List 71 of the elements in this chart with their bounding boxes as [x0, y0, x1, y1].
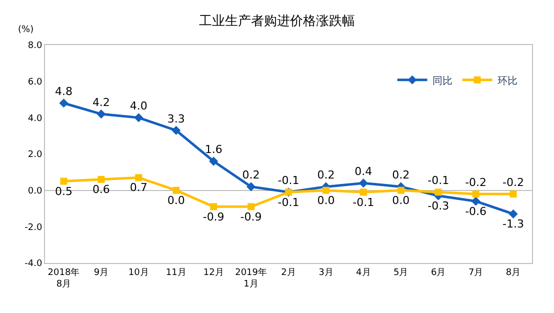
- data-label: -0.1: [278, 196, 300, 209]
- x-tick-label: 5月: [394, 268, 408, 278]
- point: [98, 176, 105, 183]
- x-tick-label: 8月: [506, 268, 521, 278]
- chart-title: 工业生产者购进价格涨跌幅: [199, 14, 355, 29]
- y-axis-title: (%): [18, 25, 34, 35]
- x-tick-label: 12月: [203, 268, 224, 278]
- data-label: -0.6: [465, 204, 487, 218]
- x-tick-label: 2月: [281, 268, 296, 278]
- data-label: 0.4: [354, 164, 372, 178]
- point: [60, 178, 68, 185]
- data-label: -1.3: [502, 218, 524, 231]
- point: [135, 174, 142, 182]
- point: [510, 190, 517, 198]
- point: [472, 190, 480, 198]
- data-label: 0.0: [317, 194, 335, 207]
- data-label: -0.9: [202, 210, 224, 224]
- x-tick-label: 9月: [94, 268, 109, 278]
- y-tick-label: -2.0: [24, 222, 42, 233]
- point: [508, 209, 518, 218]
- point: [96, 109, 106, 119]
- x-tick-label: 2018年 8月: [48, 266, 80, 290]
- point: [248, 203, 255, 210]
- point: [172, 186, 180, 194]
- data-label: 4.2: [92, 96, 110, 109]
- y-tick-label: 4.0: [28, 114, 42, 124]
- x-tick-label: 6月: [430, 268, 446, 278]
- data-label: -0.2: [465, 176, 487, 189]
- data-label: 4.0: [130, 100, 148, 113]
- x-tick-label: 2019年 1月: [235, 266, 267, 290]
- data-label: 0.7: [130, 181, 148, 194]
- point: [210, 203, 218, 210]
- data-label: 0.0: [167, 194, 185, 207]
- data-label: -0.1: [278, 174, 300, 188]
- y-tick-label: 8.0: [28, 41, 42, 52]
- x-tick-label: 7月: [468, 268, 484, 278]
- data-label: 0.2: [242, 168, 260, 182]
- x-tick-label: 11月: [166, 268, 186, 278]
- point: [360, 188, 367, 196]
- point: [471, 196, 480, 206]
- legend-label: 同比: [432, 74, 452, 87]
- data-label: 4.8: [54, 85, 72, 98]
- x-tick-label: 3月: [318, 268, 334, 278]
- x-tick-label: 4月: [356, 268, 371, 278]
- data-label: -0.2: [502, 176, 524, 189]
- data-label: -0.9: [240, 210, 262, 224]
- point: [172, 126, 181, 135]
- point: [59, 98, 68, 108]
- point: [434, 188, 442, 196]
- x-tick-label: 10月: [128, 268, 149, 278]
- data-label: 0.5: [54, 184, 72, 198]
- data-label: -0.3: [428, 199, 450, 212]
- data-label: 3.3: [167, 112, 185, 126]
- data-label: 1.6: [204, 143, 222, 156]
- y-tick-label: 2.0: [28, 150, 42, 160]
- data-label: 0.2: [392, 168, 410, 182]
- data-label: 0.2: [317, 168, 335, 182]
- y-tick-label: -4.0: [24, 259, 42, 270]
- point: [246, 182, 256, 192]
- y-tick-label: 6.0: [28, 77, 42, 88]
- legend-label: 环比: [497, 74, 518, 87]
- point: [322, 186, 330, 194]
- data-label: 0.6: [92, 183, 110, 196]
- data-label: -0.1: [352, 196, 374, 209]
- y-tick-label: 0.0: [28, 186, 42, 196]
- point: [134, 113, 144, 122]
- point: [209, 156, 218, 166]
- data-label: -0.1: [428, 174, 450, 188]
- point: [358, 178, 368, 188]
- point: [397, 186, 404, 194]
- data-label: 0.0: [392, 194, 410, 207]
